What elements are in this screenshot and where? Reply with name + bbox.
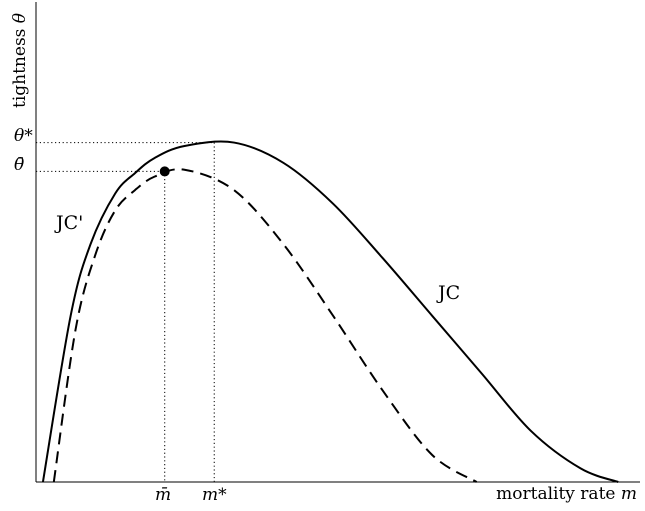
curve-jc (41, 140, 619, 483)
y-tick-theta-bar: θ̄ (14, 157, 24, 174)
x-tick-m-star-text: m* (202, 485, 227, 505)
y-tick-theta-star-text: θ* (14, 126, 33, 146)
y-tick-theta-bar-text: θ̄ (14, 155, 25, 175)
curve-label-jc-prime: JC' (56, 214, 83, 233)
curve-jc-prime (52, 168, 478, 483)
x-tick-m-bar: m̄ (155, 487, 171, 504)
curve-label-jc-prime-text: JC' (56, 212, 84, 234)
curve-label-jc-text: JC (438, 282, 461, 304)
x-tick-m-bar-text: m̄ (155, 485, 172, 505)
x-axis-label-var: m (620, 484, 637, 504)
y-axis-label: tightness θ (10, 13, 30, 108)
x-tick-m-star: m* (202, 487, 227, 504)
intersection-point (159, 166, 170, 177)
y-axis-label-text: tightness (10, 23, 30, 108)
x-axis-label: mortality rate m (496, 486, 637, 503)
y-axis-label-var: θ (10, 12, 30, 24)
x-axis-label-text: mortality rate (496, 484, 621, 504)
curve-label-jc: JC (438, 284, 460, 303)
y-tick-theta-star: θ* (14, 128, 33, 145)
